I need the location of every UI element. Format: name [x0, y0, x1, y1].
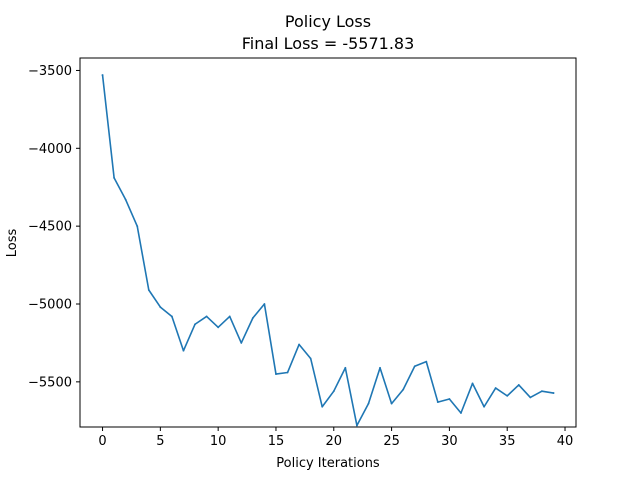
- data-point: [251, 317, 254, 319]
- data-point: [171, 315, 173, 318]
- data-point: [113, 176, 116, 179]
- data-point: [483, 405, 485, 408]
- data-point: [344, 366, 347, 369]
- data-point: [540, 390, 543, 393]
- data-point: [182, 349, 185, 352]
- data-point: [379, 366, 381, 369]
- data-point: [460, 412, 462, 414]
- x-tick-label: 40: [557, 434, 574, 449]
- data-point: [448, 398, 451, 400]
- y-tick-label: −4000: [28, 142, 72, 157]
- chart-subtitle: Final Loss = -5571.83: [242, 34, 415, 53]
- data-point: [194, 323, 196, 326]
- data-point: [356, 424, 358, 427]
- x-tick-label: 20: [326, 434, 343, 449]
- data-point: [321, 405, 324, 408]
- x-tick-label: 35: [499, 434, 516, 449]
- y-tick-label: −5500: [28, 375, 72, 390]
- loss-series: [101, 74, 555, 427]
- data-point: [286, 371, 289, 374]
- plot-frame: [79, 57, 577, 428]
- data-point: [390, 402, 393, 405]
- data-point: [205, 315, 208, 318]
- data-point: [367, 402, 370, 405]
- data-point: [332, 390, 335, 393]
- x-axis-ticks: 0 5 10 15 20 25 30 35 40: [98, 427, 573, 449]
- data-point: [494, 387, 497, 389]
- y-tick-label: −3500: [28, 64, 72, 79]
- x-tick-label: 15: [268, 434, 285, 449]
- data-point: [402, 388, 405, 391]
- data-point: [298, 343, 300, 346]
- data-point: [275, 373, 277, 375]
- data-point: [517, 384, 520, 386]
- data-point: [506, 394, 509, 397]
- y-tick-label: −4500: [28, 220, 72, 235]
- data-point: [529, 396, 532, 399]
- x-tick-label: 10: [210, 434, 227, 449]
- data-point: [309, 357, 312, 360]
- data-point: [436, 401, 439, 403]
- x-tick-label: 30: [441, 434, 458, 449]
- x-axis-label: Policy Iterations: [276, 456, 380, 471]
- data-point: [552, 392, 555, 394]
- data-point: [228, 315, 231, 318]
- data-point: [101, 74, 104, 77]
- data-point: [263, 303, 266, 305]
- data-point: [159, 306, 162, 309]
- data-point: [240, 342, 243, 344]
- y-tick-label: −5000: [28, 298, 72, 313]
- x-tick-label: 0: [98, 434, 106, 449]
- data-point: [425, 360, 428, 363]
- data-point: [147, 289, 150, 291]
- x-tick-label: 25: [383, 434, 400, 449]
- data-point: [136, 225, 139, 228]
- chart-title: Policy Loss: [285, 12, 371, 31]
- x-tick-label: 5: [156, 434, 164, 449]
- data-point: [217, 326, 220, 329]
- y-axis-ticks: −3500 −4000 −4500 −5000 −5500: [28, 64, 80, 390]
- data-point: [471, 382, 474, 385]
- y-axis-label: Loss: [5, 229, 20, 258]
- loss-line: [101, 74, 555, 427]
- data-point: [413, 365, 416, 368]
- data-point: [124, 198, 127, 201]
